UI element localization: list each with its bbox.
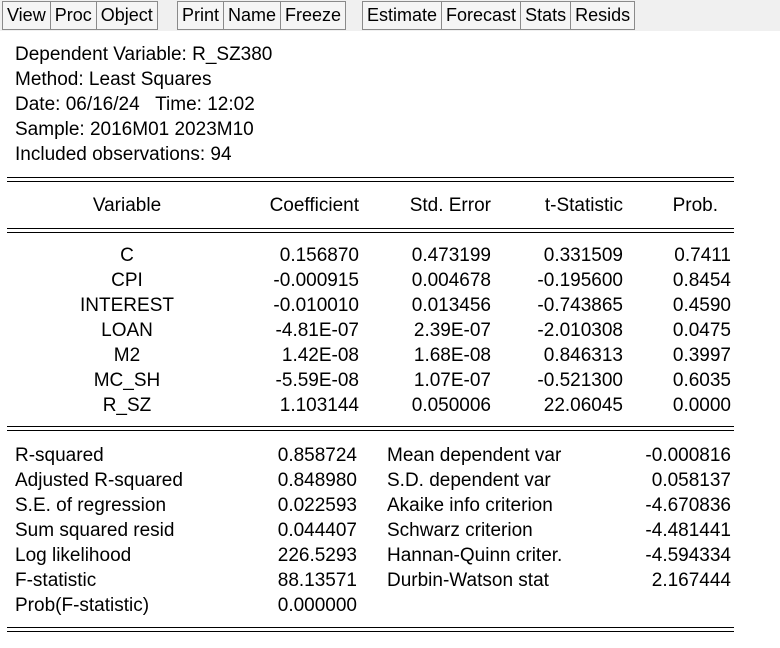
stat-label: Log likelihood: [15, 545, 132, 566]
variable-name: M2: [113, 345, 141, 366]
prob-value: 0.8454: [672, 270, 731, 291]
toolbar-group-estimate: Estimate Forecast Stats Resids: [362, 1, 636, 30]
std-error-value: 0.004678: [411, 270, 491, 291]
variable-name: R_SZ: [102, 395, 152, 416]
variable-name: MC_SH: [93, 370, 161, 391]
stat-label: Schwarz criterion: [387, 520, 533, 541]
t-statistic-value: -2.010308: [537, 320, 623, 341]
stat-value: 88.13571: [277, 570, 357, 591]
stat-value: 226.5293: [277, 545, 357, 566]
stat-label: Prob(F-statistic): [15, 595, 150, 616]
std-error-value: 1.07E-07: [413, 370, 491, 391]
stat-value: 0.000000: [277, 595, 357, 616]
stat-value: -4.670836: [645, 495, 731, 516]
std-error-value: 2.39E-07: [413, 320, 491, 341]
prob-value: 0.4590: [672, 295, 731, 316]
stat-label: F-statistic: [15, 570, 97, 591]
stat-value: 0.858724: [277, 445, 357, 466]
estimation-header: Dependent Variable: R_SZ380 Method: Leas…: [15, 42, 272, 167]
variable-name: C: [120, 245, 134, 266]
std-error-value: 0.473199: [411, 245, 491, 266]
std-error-value: 0.050006: [411, 395, 491, 416]
divider: [7, 228, 734, 229]
toolbar-group-print: Print Name Freeze: [177, 1, 347, 30]
coefficient-value: -0.010010: [273, 295, 359, 316]
prob-value: 0.0475: [672, 320, 731, 341]
t-statistic-value: -0.195600: [537, 270, 623, 291]
forecast-button[interactable]: Forecast: [441, 1, 522, 30]
stat-value: 0.022593: [277, 495, 357, 516]
coefficient-value: 1.42E-08: [281, 345, 359, 366]
print-button[interactable]: Print: [177, 1, 225, 30]
t-statistic-value: 22.06045: [543, 395, 623, 416]
resids-button[interactable]: Resids: [570, 1, 636, 30]
name-button[interactable]: Name: [223, 1, 282, 30]
std-error-value: 1.68E-08: [413, 345, 491, 366]
col-header-prob: Prob.: [672, 195, 718, 216]
t-statistic-value: 0.331509: [543, 245, 623, 266]
object-button[interactable]: Object: [95, 1, 158, 30]
divider: [7, 627, 734, 628]
coefficient-value: 0.156870: [279, 245, 359, 266]
output-pane: Dependent Variable: R_SZ380 Method: Leas…: [0, 31, 780, 648]
divider: [7, 426, 734, 427]
col-header-coefficient: Coefficient: [269, 195, 359, 216]
col-header-t-statistic: t-Statistic: [544, 195, 623, 216]
stat-label: S.D. dependent var: [387, 470, 551, 491]
std-error-value: 0.013456: [411, 295, 491, 316]
stat-value: 0.044407: [277, 520, 357, 541]
stat-label: R-squared: [15, 445, 104, 466]
stat-value: -4.594334: [645, 545, 731, 566]
prob-value: 0.3997: [672, 345, 731, 366]
divider: [7, 631, 734, 632]
prob-value: 0.7411: [674, 245, 731, 266]
freeze-button[interactable]: Freeze: [280, 1, 347, 30]
toolbar: View Proc Object Print Name Freeze Estim…: [0, 0, 780, 32]
col-header-std-error: Std. Error: [409, 195, 491, 216]
method-line: Method: Least Squares: [15, 69, 212, 90]
stat-label: Hannan-Quinn criter.: [387, 545, 563, 566]
coefficient-value: -4.81E-07: [275, 320, 359, 341]
stat-label: Durbin-Watson stat: [387, 570, 549, 591]
stat-label: Akaike info criterion: [387, 495, 553, 516]
stat-value: -4.481441: [645, 520, 731, 541]
stat-label: S.E. of regression: [15, 495, 167, 516]
observations-line: Included observations: 94: [15, 144, 232, 165]
toolbar-group-view: View Proc Object: [2, 1, 158, 30]
t-statistic-value: 0.846313: [543, 345, 623, 366]
stat-value: 0.848980: [277, 470, 357, 491]
coefficient-value: 1.103144: [279, 395, 359, 416]
divider: [7, 232, 734, 233]
stat-value: -0.000816: [645, 445, 731, 466]
variable-name: LOAN: [101, 320, 153, 341]
dependent-variable-line: Dependent Variable: R_SZ380: [15, 44, 273, 65]
divider: [7, 181, 734, 182]
coefficient-value: -0.000915: [273, 270, 359, 291]
coefficient-value: -5.59E-08: [275, 370, 359, 391]
stat-value: 0.058137: [651, 470, 731, 491]
date-line: Date: 06/16/24 Time: 12:02: [15, 94, 255, 115]
t-statistic-value: -0.521300: [537, 370, 623, 391]
variable-name: INTEREST: [80, 295, 174, 316]
stat-label: Adjusted R-squared: [15, 470, 183, 491]
stat-label: Mean dependent var: [387, 445, 562, 466]
stat-value: 2.167444: [651, 570, 731, 591]
variable-name: CPI: [111, 270, 143, 291]
prob-value: 0.6035: [672, 370, 731, 391]
proc-button[interactable]: Proc: [49, 1, 97, 30]
col-header-variable: Variable: [92, 195, 162, 216]
view-button[interactable]: View: [2, 1, 51, 30]
stats-button[interactable]: Stats: [520, 1, 572, 30]
t-statistic-value: -0.743865: [537, 295, 623, 316]
divider: [7, 430, 734, 431]
stat-label: Sum squared resid: [15, 520, 175, 541]
prob-value: 0.0000: [672, 395, 731, 416]
divider: [7, 177, 734, 178]
estimate-button[interactable]: Estimate: [362, 1, 443, 30]
sample-line: Sample: 2016M01 2023M10: [15, 119, 254, 140]
